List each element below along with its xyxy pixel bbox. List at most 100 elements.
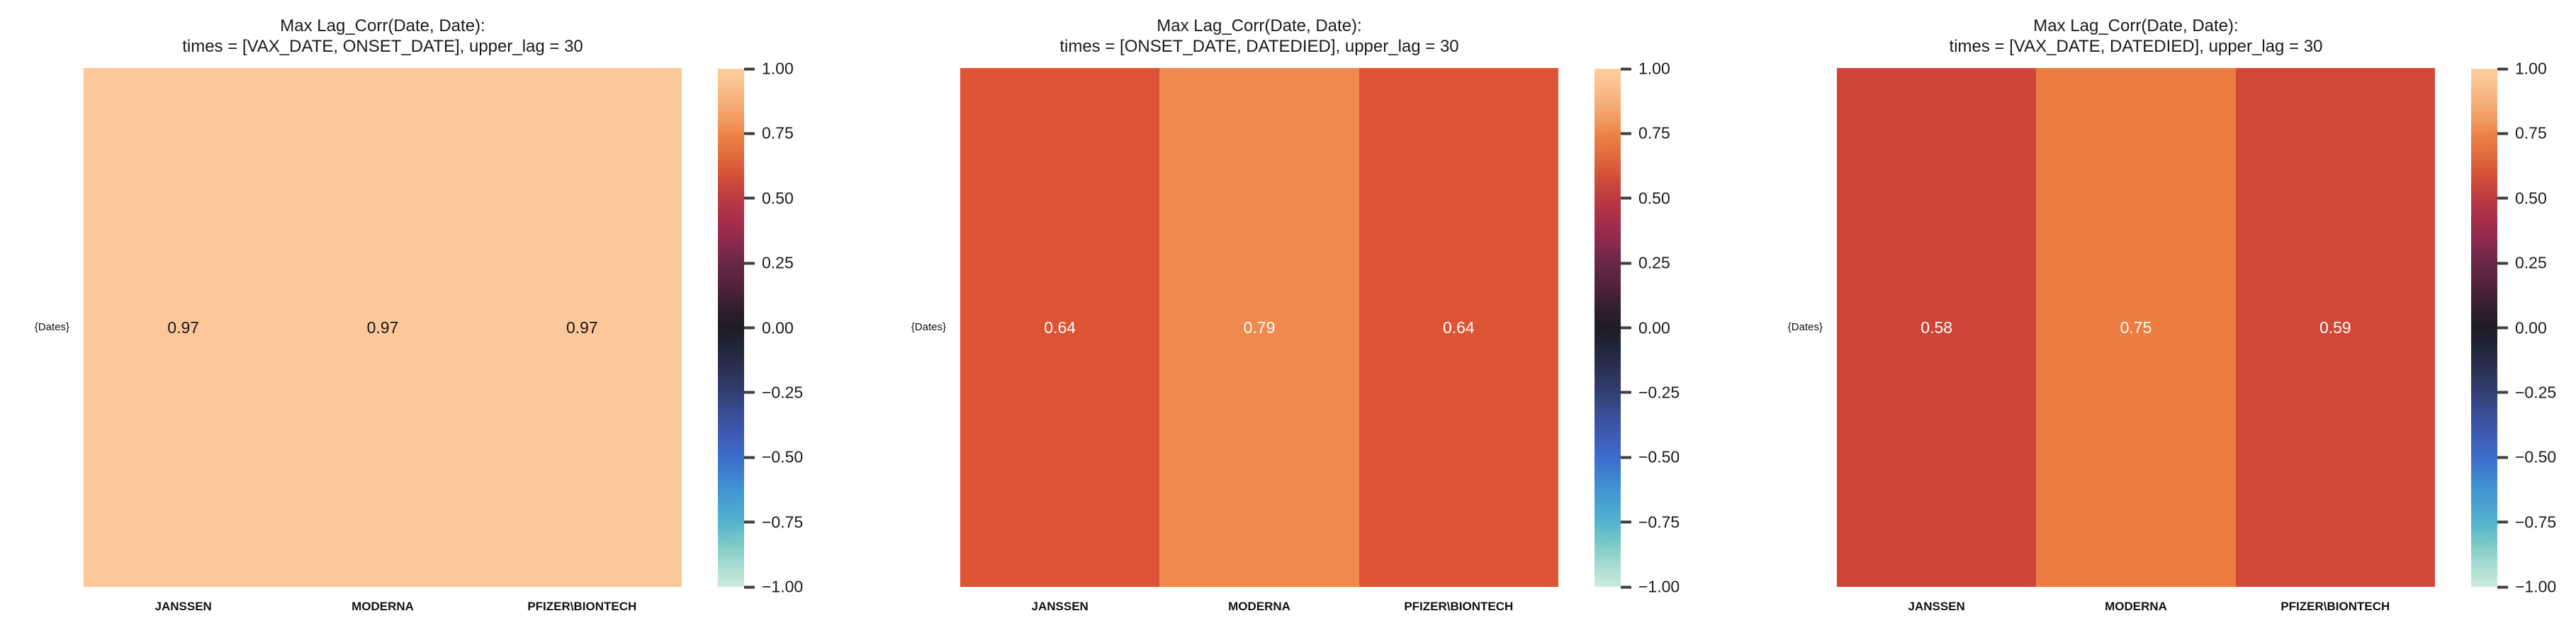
y-axis-label: {Dates}	[1787, 321, 1823, 333]
tick-label: −0.50	[762, 447, 804, 466]
tick-mark	[1621, 262, 1631, 265]
tick-label: 0.75	[2515, 123, 2547, 142]
heatmap-panel-onset-datedied: Max Lag_Corr(Date, Date): times = [ONSET…	[877, 0, 1699, 628]
cell-value: 0.64	[1442, 318, 1475, 337]
cell-value: 0.58	[1920, 318, 1953, 337]
heatmap-cell-janssen: 0.64	[960, 68, 1160, 587]
colorbar-tick: 1.00	[1621, 60, 1670, 79]
tick-mark	[744, 262, 755, 265]
tick-mark	[1621, 520, 1631, 524]
x-tick-moderna: MODERNA	[2105, 600, 2167, 613]
tick-mark	[744, 326, 755, 330]
tick-mark	[2497, 585, 2508, 588]
heatmap-cell-moderna: 0.97	[283, 68, 483, 587]
tick-mark	[2497, 520, 2508, 524]
colorbar-tick: −0.25	[2497, 383, 2556, 402]
colorbar-tick: −0.25	[744, 383, 803, 402]
colorbar-tick: −1.00	[744, 578, 803, 597]
colorbar-tick: −0.50	[2497, 448, 2556, 467]
tick-mark	[2497, 326, 2508, 330]
tick-mark	[2497, 132, 2508, 135]
tick-mark	[2497, 456, 2508, 459]
tick-label: 0.50	[762, 189, 794, 208]
tick-mark	[1621, 132, 1631, 135]
colorbar-tick: −0.25	[1621, 383, 1680, 402]
heatmap-grid: 0.97 0.97 0.97	[84, 68, 682, 587]
colorbar-tick: −0.50	[744, 448, 803, 467]
tick-mark	[744, 520, 755, 524]
colorbar-ticks: 1.00 0.75 0.50 0.25 0.00 −0.25 −0.50 −0.…	[1621, 60, 1699, 596]
tick-label: 1.00	[2515, 59, 2547, 78]
tick-label: −0.25	[1638, 383, 1680, 402]
tick-label: −0.75	[1638, 512, 1680, 532]
colorbar-tick: 0.00	[2497, 318, 2547, 337]
x-tick-pfizer: PFIZER\BIONTECH	[527, 600, 637, 613]
x-tick-moderna: MODERNA	[1228, 600, 1290, 613]
colorbar-tick: 0.75	[1621, 124, 1670, 143]
tick-label: −0.50	[1638, 447, 1680, 466]
heatmap-panel-vax-datedied: Max Lag_Corr(Date, Date): times = [VAX_D…	[1753, 0, 2576, 628]
chart-title-line1: Max Lag_Corr(Date, Date):	[280, 16, 485, 35]
cell-value: 0.59	[2319, 318, 2351, 337]
heatmap-grid: 0.58 0.75 0.59	[1837, 68, 2435, 587]
x-tick-pfizer: PFIZER\BIONTECH	[1404, 600, 1514, 613]
cell-value: 0.75	[2120, 318, 2152, 337]
y-axis-label: {Dates}	[911, 321, 946, 333]
colorbar-tick: 0.75	[744, 124, 794, 143]
heatmap-panel-vax-onset: Max Lag_Corr(Date, Date): times = [VAX_D…	[0, 0, 823, 628]
tick-mark	[1621, 326, 1631, 330]
colorbar-tick: 0.25	[1621, 254, 1670, 273]
colorbar-tick: −0.75	[744, 512, 803, 532]
tick-label: −0.75	[762, 512, 804, 532]
x-axis-tick-labels: JANSSEN MODERNA PFIZER\BIONTECH	[1837, 600, 2435, 617]
tick-mark	[1621, 391, 1631, 394]
heatmap-cell-moderna: 0.75	[2036, 68, 2236, 587]
x-tick-janssen: JANSSEN	[154, 600, 212, 613]
tick-label: 0.25	[762, 253, 794, 272]
colorbar-tick: 0.50	[744, 189, 794, 208]
tick-mark	[1621, 585, 1631, 588]
x-tick-janssen: JANSSEN	[1031, 600, 1089, 613]
tick-mark	[1621, 67, 1631, 70]
chart-title-line1: Max Lag_Corr(Date, Date):	[1157, 16, 1362, 35]
tick-label: 0.50	[2515, 189, 2547, 208]
colorbar-tick: 0.25	[744, 254, 794, 273]
colorbar-tick: −0.50	[1621, 448, 1680, 467]
tick-label: 0.75	[762, 123, 794, 142]
tick-label: −1.00	[1638, 577, 1680, 596]
tick-label: 1.00	[1638, 59, 1670, 78]
cell-value: 0.97	[366, 318, 399, 337]
tick-label: −0.75	[2515, 512, 2557, 532]
cell-value: 0.64	[1044, 318, 1076, 337]
colorbar-tick: −1.00	[2497, 578, 2556, 597]
y-axis-label: {Dates}	[34, 321, 69, 333]
x-tick-janssen: JANSSEN	[1908, 600, 1965, 613]
tick-label: 0.50	[1638, 189, 1670, 208]
tick-mark	[744, 132, 755, 135]
tick-label: 0.25	[1638, 253, 1670, 272]
x-axis-tick-labels: JANSSEN MODERNA PFIZER\BIONTECH	[84, 600, 682, 617]
colorbar-tick: 0.25	[2497, 254, 2547, 273]
colorbar-tick: 0.50	[1621, 189, 1670, 208]
colorbar-tick: −0.75	[1621, 512, 1680, 532]
tick-label: −0.25	[2515, 383, 2557, 402]
tick-mark	[2497, 391, 2508, 394]
cell-value: 0.97	[566, 318, 598, 337]
tick-mark	[744, 391, 755, 394]
tick-label: 0.75	[1638, 123, 1670, 142]
tick-mark	[744, 196, 755, 200]
colorbar-tick: 0.00	[1621, 318, 1670, 337]
tick-label: −1.00	[762, 577, 804, 596]
heatmap-cell-moderna: 0.79	[1159, 68, 1359, 587]
heatmap-cell-pfizer: 0.64	[1359, 68, 1558, 587]
tick-label: 0.00	[762, 318, 794, 337]
heatmap-cell-janssen: 0.97	[84, 68, 283, 587]
tick-mark	[744, 585, 755, 588]
cell-value: 0.97	[167, 318, 200, 337]
colorbar-tick: −1.00	[1621, 578, 1680, 597]
x-tick-pfizer: PFIZER\BIONTECH	[2280, 600, 2390, 613]
colorbar-tick: −0.75	[2497, 512, 2556, 532]
colorbar-gradient	[718, 69, 744, 587]
tick-label: −1.00	[2515, 577, 2557, 596]
chart-title: Max Lag_Corr(Date, Date): times = [VAX_D…	[1837, 16, 2435, 57]
